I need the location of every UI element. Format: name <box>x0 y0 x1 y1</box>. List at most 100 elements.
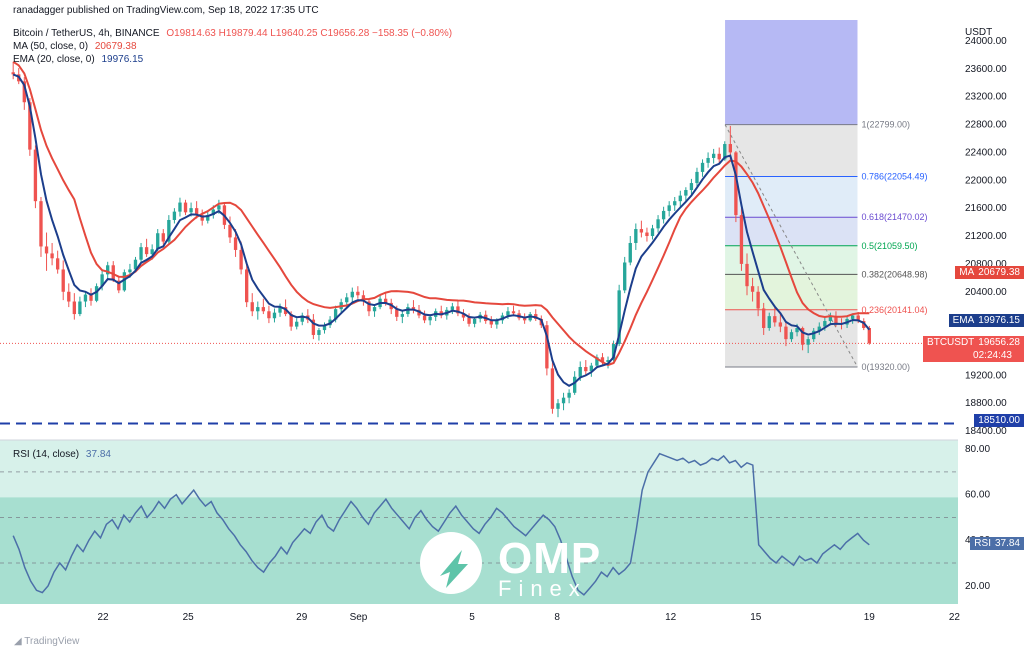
candle-body[interactable] <box>678 195 682 202</box>
candle-body[interactable] <box>350 291 354 298</box>
candle-body[interactable] <box>194 208 199 216</box>
candle-body[interactable] <box>812 330 816 340</box>
candle-body[interactable] <box>106 265 110 275</box>
candle-body[interactable] <box>762 308 766 328</box>
candle-body[interactable] <box>856 315 860 322</box>
candle-body[interactable] <box>639 229 644 233</box>
candle-body[interactable] <box>489 321 493 325</box>
candle-body[interactable] <box>372 307 377 312</box>
tradingview-logo[interactable]: ◢ TradingView <box>14 636 80 647</box>
candle-body[interactable] <box>578 367 582 377</box>
candle-body[interactable] <box>661 210 666 220</box>
candle-body[interactable] <box>623 262 627 291</box>
candle-body[interactable] <box>22 81 26 103</box>
candle-body[interactable] <box>750 286 755 292</box>
candle-body[interactable] <box>556 403 560 409</box>
candle-body[interactable] <box>428 316 432 321</box>
candle-body[interactable] <box>689 183 694 191</box>
candle-body[interactable] <box>89 294 93 301</box>
candle-body[interactable] <box>55 258 60 270</box>
candle-body[interactable] <box>867 327 871 344</box>
candle-body[interactable] <box>72 301 77 315</box>
candle-body[interactable] <box>456 306 460 314</box>
candle-body[interactable] <box>189 208 193 213</box>
candle-body[interactable] <box>734 152 738 216</box>
candle-body[interactable] <box>267 311 271 319</box>
candle-body[interactable] <box>239 249 243 270</box>
candle-body[interactable] <box>61 269 65 292</box>
candle-body[interactable] <box>333 309 338 320</box>
candle-body[interactable] <box>233 237 238 250</box>
candle-body[interactable] <box>322 325 327 331</box>
candle-body[interactable] <box>850 315 855 319</box>
candle-body[interactable] <box>261 307 266 312</box>
candle-body[interactable] <box>545 325 549 369</box>
candle-body[interactable] <box>167 219 171 242</box>
candle-body[interactable] <box>245 269 249 303</box>
candle-body[interactable] <box>656 219 660 229</box>
candle-body[interactable] <box>295 321 299 327</box>
candle-body[interactable] <box>828 316 833 322</box>
candle-body[interactable] <box>183 202 188 213</box>
candle-body[interactable] <box>800 327 805 345</box>
candle-body[interactable] <box>795 327 799 333</box>
candle-body[interactable] <box>567 392 571 398</box>
candle-body[interactable] <box>78 301 82 315</box>
candle-body[interactable] <box>806 339 810 345</box>
candle-body[interactable] <box>784 326 788 340</box>
candle-body[interactable] <box>628 242 632 263</box>
candle-body[interactable] <box>700 162 705 172</box>
candle-body[interactable] <box>767 316 771 328</box>
candle-body[interactable] <box>706 157 710 163</box>
candle-body[interactable] <box>44 246 49 254</box>
candle-body[interactable] <box>83 294 88 302</box>
candle-body[interactable] <box>611 344 616 361</box>
candle-body[interactable] <box>178 202 182 212</box>
candle-body[interactable] <box>522 318 527 321</box>
candle-body[interactable] <box>139 247 143 260</box>
candle-body[interactable] <box>395 309 399 317</box>
rsi-legend[interactable]: RSI (14, close) 37.84 <box>13 449 111 460</box>
candle-body[interactable] <box>778 322 783 327</box>
candle-body[interactable] <box>122 272 127 291</box>
candle-body[interactable] <box>561 397 566 404</box>
candle-body[interactable] <box>573 376 577 393</box>
candle-body[interactable] <box>634 229 638 243</box>
candle-body[interactable] <box>728 144 732 153</box>
candle-body[interactable] <box>11 72 15 75</box>
ma-legend[interactable]: MA (50, close, 0) 20679.38 <box>13 41 137 52</box>
candle-body[interactable] <box>272 312 277 319</box>
candle-body[interactable] <box>450 306 455 310</box>
candle-body[interactable] <box>739 215 744 264</box>
candle-body[interactable] <box>300 315 304 322</box>
candle-body[interactable] <box>472 318 477 324</box>
candle-body[interactable] <box>834 316 838 324</box>
candle-body[interactable] <box>206 215 210 221</box>
candle-body[interactable] <box>133 259 138 270</box>
candle-body[interactable] <box>745 263 749 287</box>
candle-body[interactable] <box>228 224 232 238</box>
candle-body[interactable] <box>600 357 605 363</box>
candle-body[interactable] <box>617 290 621 345</box>
candle-body[interactable] <box>756 291 760 309</box>
candle-body[interactable] <box>823 321 827 327</box>
candle-body[interactable] <box>250 302 254 312</box>
candle-body[interactable] <box>411 307 416 310</box>
candle-body[interactable] <box>150 249 154 255</box>
candle-body[interactable] <box>144 247 149 255</box>
candle-body[interactable] <box>156 233 160 250</box>
candle-body[interactable] <box>161 233 165 242</box>
candle-body[interactable] <box>711 153 716 158</box>
candle-body[interactable] <box>645 232 649 237</box>
candle-body[interactable] <box>723 144 727 160</box>
candle-body[interactable] <box>94 286 99 301</box>
candle-body[interactable] <box>211 209 215 216</box>
candle-body[interactable] <box>773 316 777 323</box>
candle-body[interactable] <box>606 360 610 363</box>
candle-body[interactable] <box>506 311 510 316</box>
candle-body[interactable] <box>684 190 688 196</box>
candle-body[interactable] <box>367 301 371 312</box>
candle-body[interactable] <box>422 315 427 321</box>
candle-body[interactable] <box>289 314 293 327</box>
candle-body[interactable] <box>39 201 43 247</box>
